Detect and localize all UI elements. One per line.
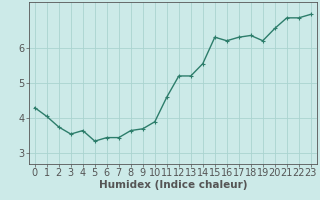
X-axis label: Humidex (Indice chaleur): Humidex (Indice chaleur) [99,180,247,190]
